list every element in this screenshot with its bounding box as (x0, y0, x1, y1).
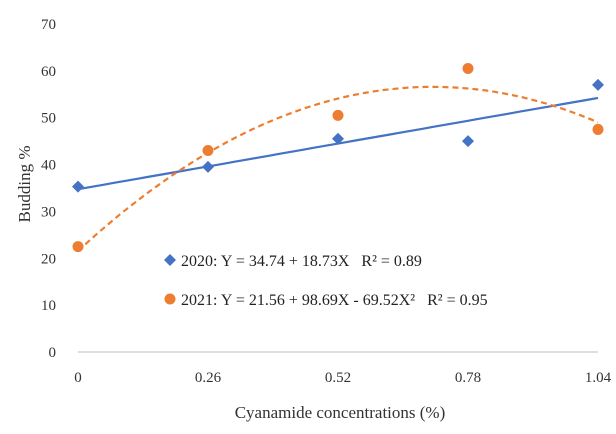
data-point-2021 (332, 109, 344, 121)
data-point-2020 (592, 78, 604, 91)
legend-equation-2021: 2021: Y = 21.56 + 98.69X - 69.52X² R² = … (181, 292, 488, 309)
x-axis-ticks: 0 0.26 0.52 0.78 1.04 (74, 370, 611, 386)
y-tick-label: 50 (41, 111, 56, 127)
legend-marker-2020 (164, 254, 176, 266)
y-tick-label: 10 (41, 298, 56, 314)
data-point-2020 (202, 160, 214, 173)
x-tick-label: 0.78 (455, 370, 481, 386)
x-tick-label: 0 (74, 370, 82, 386)
x-tick-label: 0.52 (325, 370, 351, 386)
legend-marker-2021 (164, 293, 176, 305)
y-tick-label: 0 (49, 345, 57, 361)
x-tick-label: 0.26 (195, 370, 222, 386)
y-tick-label: 30 (41, 204, 56, 220)
legend: 2020: Y = 34.74 + 18.73X R² = 0.89 2021:… (164, 253, 488, 309)
x-tick-label: 1.04 (585, 370, 612, 386)
data-point-2020 (72, 180, 84, 193)
x-axis-title: Cyanamide concentrations (%) (235, 403, 446, 422)
data-point-2020 (332, 132, 344, 145)
data-point-2020 (462, 135, 474, 148)
data-points (72, 63, 604, 253)
legend-equation-2020: 2020: Y = 34.74 + 18.73X R² = 0.89 (181, 253, 422, 270)
y-tick-label: 20 (41, 251, 56, 267)
y-tick-label: 60 (41, 64, 56, 80)
data-point-2021 (592, 123, 604, 135)
y-axis-ticks: 0 10 20 30 40 50 60 70 (41, 17, 56, 361)
data-point-2021 (202, 145, 214, 157)
data-point-2021 (72, 241, 84, 253)
data-point-2021 (462, 63, 474, 75)
trendline-2021 (77, 85, 599, 252)
y-tick-label: 40 (41, 158, 56, 174)
y-tick-label: 70 (41, 17, 56, 33)
y-axis-title: Budding % (15, 146, 34, 223)
